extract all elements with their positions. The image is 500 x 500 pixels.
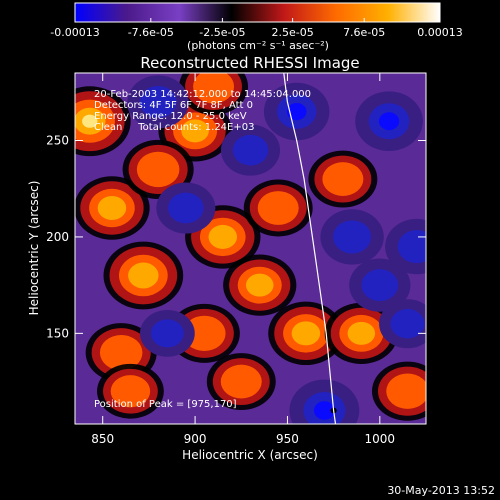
negative-source bbox=[349, 258, 411, 312]
emission-source bbox=[75, 86, 131, 157]
x-tick-label: 900 bbox=[184, 432, 207, 446]
annotation-energy-range: Energy Range: 12.0 - 25.0 keV bbox=[94, 111, 247, 122]
colorbar-tick-label: -7.6e-05 bbox=[128, 26, 174, 39]
colorbar-tick-label: 2.5e-05 bbox=[271, 26, 313, 39]
colorbar-tick-label: -0.00013 bbox=[50, 26, 99, 39]
negative-source bbox=[379, 299, 426, 349]
annotation-time-range: 20-Feb-2003 14:42:12.000 to 14:45:04.000 bbox=[94, 89, 311, 100]
colorbar-tick-label: 7.6e-05 bbox=[343, 26, 385, 39]
emission-source bbox=[223, 254, 297, 316]
negative-source bbox=[139, 309, 195, 357]
x-tick-label: 1000 bbox=[365, 432, 396, 446]
y-tick-label: 200 bbox=[46, 230, 69, 244]
plot-frame bbox=[74, 72, 427, 425]
colorbar bbox=[74, 2, 441, 23]
y-axis-label: Heliocentric Y (arcsec) bbox=[27, 181, 41, 316]
colorbar-tick-label: -2.5e-05 bbox=[199, 26, 245, 39]
emission-source bbox=[206, 353, 276, 411]
x-tick-label: 850 bbox=[91, 432, 114, 446]
solar-limb bbox=[283, 73, 337, 424]
axis-ticks: 850 900 950 1000 150 200 250 bbox=[46, 73, 426, 446]
chart-title: Reconstructed RHESSI Image bbox=[140, 54, 359, 72]
emission-source bbox=[103, 241, 184, 310]
emission-source bbox=[308, 150, 378, 208]
negative-source bbox=[355, 91, 423, 152]
emission-source bbox=[324, 302, 398, 364]
emission-source bbox=[371, 361, 426, 421]
emission-source bbox=[179, 73, 249, 115]
y-tick-label: 150 bbox=[46, 326, 69, 340]
emission-source bbox=[243, 179, 313, 237]
colorbar-tick-label: 0.00013 bbox=[417, 26, 463, 39]
negative-source bbox=[263, 82, 330, 141]
annotation-clean-counts: Clean Total counts: 1.24E+03 bbox=[94, 122, 254, 133]
y-tick-label: 250 bbox=[46, 134, 69, 148]
annotation-detectors: Detectors: 4F 5F 6F 7F 8F, Att 0 bbox=[94, 100, 253, 111]
emission-source bbox=[97, 363, 164, 419]
limb-curve bbox=[283, 73, 337, 424]
negative-source bbox=[156, 182, 216, 234]
negative-source bbox=[127, 75, 189, 129]
annotation-peak-position: Position of Peak = [975,170] bbox=[94, 399, 237, 410]
negative-source bbox=[289, 379, 360, 424]
colorbar-units: (photons cm⁻² s⁻¹ asec⁻²) bbox=[187, 39, 329, 52]
footer-date: 30-May-2013 13:52 bbox=[387, 484, 495, 497]
emission-source bbox=[268, 301, 344, 366]
emission-source bbox=[75, 176, 150, 240]
x-tick-label: 950 bbox=[276, 432, 299, 446]
colorbar-ticks: -0.00013 -7.6e-05 -2.5e-05 2.5e-05 7.6e-05 0.… bbox=[50, 18, 463, 39]
x-axis-label: Heliocentric X (arcsec) bbox=[182, 448, 318, 462]
negative-source bbox=[220, 124, 281, 176]
negative-source bbox=[385, 218, 426, 275]
heatmap-layer bbox=[75, 73, 426, 424]
negative-source bbox=[320, 209, 384, 265]
emission-source bbox=[122, 139, 194, 199]
